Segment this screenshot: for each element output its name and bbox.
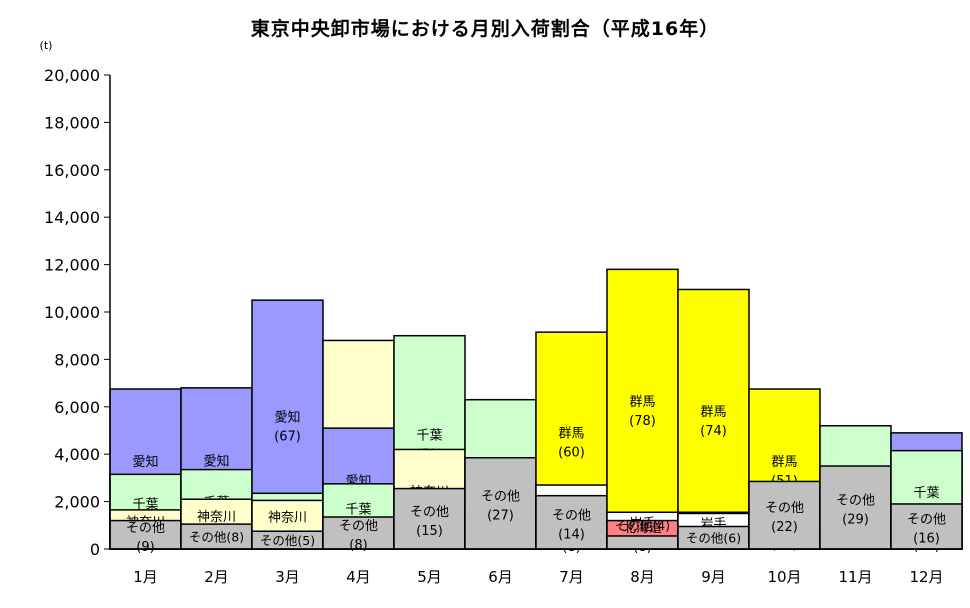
segment-label: その他(8) (189, 530, 244, 545)
segment-percent: (8) (349, 538, 367, 553)
segment-name: その他 (126, 521, 165, 536)
bar-segment (464, 457, 537, 550)
segment-percent: (60) (558, 446, 585, 461)
segment-name: 群馬 (771, 455, 797, 470)
x-tick-label: 7月 (559, 568, 584, 586)
segment-name: 千葉 (913, 486, 939, 501)
segment-percent: (22) (771, 520, 798, 535)
segment-percent: (78) (629, 414, 656, 429)
segment-percent: (67) (274, 430, 301, 445)
segment-name: 千葉 (132, 498, 158, 513)
x-tick-label: 6月 (488, 568, 513, 586)
bar-segment (819, 465, 892, 550)
segment-name: 群馬 (700, 405, 726, 420)
segment-label: その他(6) (686, 531, 741, 546)
segment-name: その他 (836, 494, 875, 509)
bar-segment (606, 268, 679, 550)
segment-percent: (29) (842, 513, 869, 528)
segment-name: その他 (339, 519, 378, 534)
segment-percent: (16) (913, 531, 940, 546)
y-tick-label: 18,000 (44, 113, 100, 132)
y-tick-label: 8,000 (54, 350, 100, 369)
segment-name: 群馬 (558, 427, 584, 442)
segment-percent: (9) (136, 540, 154, 555)
bar-segment (180, 523, 253, 550)
x-tick-label: 8月 (630, 568, 655, 586)
y-tick-label: 4,000 (54, 445, 100, 464)
y-tick-label: 12,000 (44, 256, 100, 275)
y-unit-label: (t) (40, 39, 53, 52)
y-tick-label: 14,000 (44, 208, 100, 227)
x-tick-label: 5月 (417, 568, 442, 586)
segment-name: 千葉 (416, 428, 442, 443)
x-tick-label: 1月 (133, 568, 158, 586)
bar-segment (890, 503, 963, 550)
y-tick-label: 0 (90, 540, 100, 559)
y-tick-label: 6,000 (54, 398, 100, 417)
segment-name: 北海道 (623, 521, 662, 536)
y-tick-label: 2,000 (54, 493, 100, 512)
x-tick-label: 2月 (204, 568, 229, 586)
bar-segment (606, 535, 679, 550)
segment-name: 千葉 (345, 502, 371, 517)
bar-segment (677, 288, 750, 550)
y-tick-label: 16,000 (44, 161, 100, 180)
segment-percent: (27) (487, 508, 514, 523)
segment-name: 愛知 (203, 453, 229, 469)
x-tick-label: 12月 (909, 568, 943, 586)
segment-percent: (74) (700, 424, 727, 439)
segment-label: その他(5) (260, 533, 315, 548)
chart-title: 東京中央卸市場における月別入荷割合（平成16年） (250, 18, 720, 40)
x-tick-label: 4月 (346, 568, 371, 586)
segment-name: 神奈川 (197, 510, 236, 525)
segment-name: 愛知 (274, 410, 300, 426)
segment-name: その他 (765, 501, 804, 516)
segment-label: その他(4) (615, 518, 670, 533)
bar-segment (109, 519, 182, 550)
x-tick-label: 3月 (275, 568, 300, 586)
y-tick-label: 20,000 (44, 66, 100, 85)
segment-name: 群馬 (629, 395, 655, 410)
segment-percent: (15) (416, 524, 443, 539)
segment-name: 愛知 (132, 454, 158, 470)
x-tick-label: 10月 (767, 568, 801, 586)
segment-name: その他 (907, 512, 946, 527)
x-tick-label: 11月 (838, 568, 872, 586)
y-tick-label: 10,000 (44, 303, 100, 322)
segment-name: その他 (552, 508, 591, 523)
segment-percent: (14) (558, 527, 585, 542)
segment-name: 神奈川 (268, 511, 307, 526)
segment-name: その他 (481, 489, 520, 504)
x-tick-label: 9月 (701, 568, 726, 586)
segment-name: その他 (410, 505, 449, 520)
